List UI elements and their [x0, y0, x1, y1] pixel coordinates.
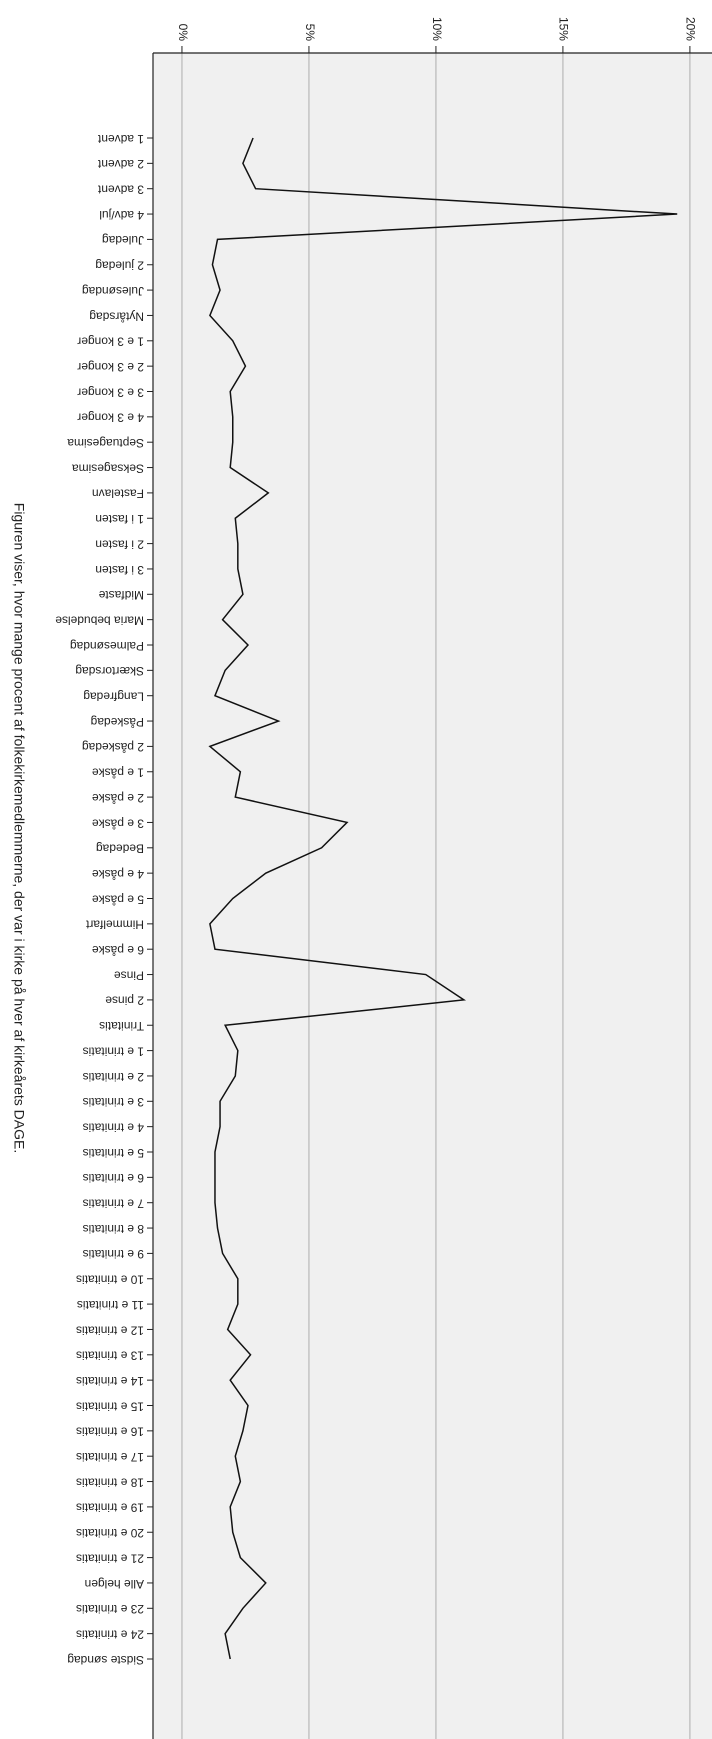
x-tick-label: 0%	[176, 24, 190, 42]
y-tick-label: Pinse	[114, 968, 144, 982]
y-tick-label: 3 advent	[97, 183, 144, 197]
y-tick-label: 2 juledag	[95, 259, 144, 273]
y-tick-label: 3 e 3 konger	[77, 385, 144, 399]
y-tick-label: Juledag	[102, 233, 144, 247]
y-tick-label: 19 e trinitatis	[76, 1501, 144, 1515]
y-tick-label: Maria bebudelse	[55, 613, 144, 627]
y-tick-label: 4 e 3 konger	[77, 411, 144, 425]
y-tick-label: 14 e trinitatis	[76, 1374, 144, 1388]
y-tick-label: Julesøndag	[82, 284, 144, 298]
y-tick-label: 2 påskedag	[82, 740, 144, 754]
y-tick-label: 12 e trinitatis	[76, 1323, 144, 1337]
x-tick-label: 15%	[557, 17, 571, 41]
y-tick-label: Skærtorsdag	[75, 664, 144, 678]
y-tick-label: Midfaste	[98, 588, 144, 602]
y-tick-label: Himmelfart	[85, 918, 144, 932]
y-tick-label: 21 e trinitatis	[76, 1551, 144, 1565]
y-tick-label: 17 e trinitatis	[76, 1450, 144, 1464]
y-tick-label: 2 e 3 konger	[77, 360, 144, 374]
y-tick-label: 6 e trinitatis	[83, 1171, 144, 1185]
y-tick-label: 15 e trinitatis	[76, 1399, 144, 1413]
y-tick-label: 9 e trinitatis	[83, 1247, 144, 1261]
y-tick-label: Palmesøndag	[70, 639, 144, 653]
y-tick-label: Trinitatis	[99, 1019, 144, 1033]
y-tick-label: 16 e trinitatis	[76, 1425, 144, 1439]
y-tick-label: 3 e påske	[92, 816, 144, 830]
y-tick-label: 7 e trinitatis	[83, 1197, 144, 1211]
y-tick-label: 24 e trinitatis	[76, 1627, 144, 1641]
y-tick-label: 5 e trinitatis	[83, 1146, 144, 1160]
y-tick-label: 5 e påske	[92, 892, 144, 906]
y-tick-label: Langfredag	[83, 690, 144, 704]
y-tick-label: 18 e trinitatis	[76, 1475, 144, 1489]
y-tick-label: 4 e trinitatis	[83, 1120, 144, 1134]
y-tick-label: Septuagesima	[67, 436, 144, 450]
y-tick-label: Påskedag	[91, 715, 144, 729]
y-tick-label: 1 e påske	[92, 766, 144, 780]
y-tick-label: 23 e trinitatis	[76, 1602, 144, 1616]
plot-background	[153, 53, 712, 1739]
caption: Figuren viser, hvor mange procent af fol…	[11, 503, 27, 1153]
y-tick-label: 2 e trinitatis	[83, 1070, 144, 1084]
y-tick-label: 3 i fasten	[95, 563, 144, 577]
y-tick-label: 1 i fasten	[95, 512, 144, 526]
y-tick-label: 4 e påske	[92, 867, 144, 881]
y-tick-label: 6 e påske	[92, 943, 144, 957]
y-tick-label: 4 adv/jul	[99, 208, 144, 222]
y-tick-label: 3 e trinitatis	[83, 1095, 144, 1109]
y-tick-label: Fastelavn	[92, 487, 144, 501]
y-tick-label: 2 i fasten	[95, 537, 144, 551]
y-tick-label: 10 e trinitatis	[76, 1273, 144, 1287]
y-tick-label: 2 e påske	[92, 791, 144, 805]
x-tick-label: 5%	[303, 24, 317, 42]
y-tick-label: Sidste søndag	[67, 1653, 144, 1667]
y-tick-label: 1 e 3 konger	[77, 335, 144, 349]
x-tick-label: 20%	[684, 17, 698, 41]
y-tick-label: 8 e trinitatis	[83, 1222, 144, 1236]
y-tick-label: 11 e trinitatis	[77, 1298, 144, 1312]
y-tick-label: Seksagesima	[72, 461, 144, 475]
y-tick-label: 1 e trinitatis	[83, 1044, 144, 1058]
y-tick-label: 2 advent	[97, 157, 144, 171]
y-tick-label: 1 advent	[97, 132, 144, 146]
y-tick-label: 20 e trinitatis	[76, 1526, 144, 1540]
x-tick-label: 10%	[430, 17, 444, 41]
y-tick-label: Alle helgen	[85, 1577, 144, 1591]
y-tick-label: Nytårsdag	[89, 309, 144, 323]
y-tick-label: 13 e trinitatis	[76, 1349, 144, 1363]
data-line	[208, 137, 678, 1660]
y-tick-label: 2 pinse	[105, 994, 144, 1008]
y-tick-label: Bededag	[96, 842, 144, 856]
